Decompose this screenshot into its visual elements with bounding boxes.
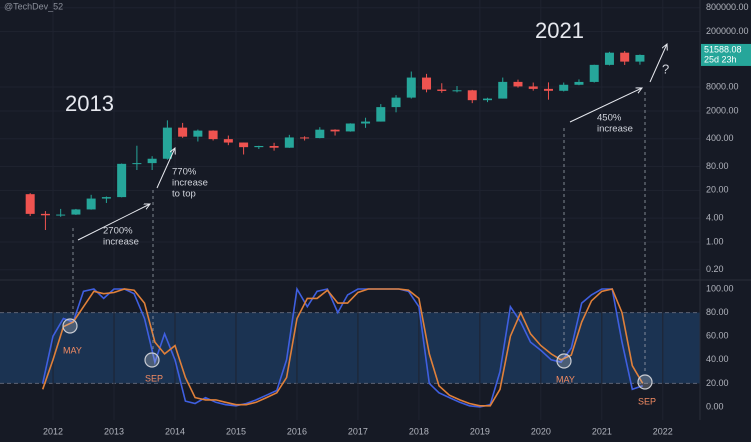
watermark: @TechDev_52 <box>4 1 63 11</box>
y-tick-label: 40.00 <box>706 354 729 364</box>
candle-body <box>56 214 66 216</box>
annotation: 2013 <box>65 91 114 116</box>
candle-body <box>40 213 50 216</box>
annotation: increase <box>172 178 208 189</box>
candle-body <box>604 52 614 65</box>
y-tick-label: 60.00 <box>706 331 729 341</box>
y-tick-label: 8000.00 <box>706 81 739 91</box>
candle-body <box>574 81 584 85</box>
x-tick-label: 2020 <box>531 426 551 436</box>
arrow <box>569 88 642 123</box>
x-tick-label: 2015 <box>226 426 246 436</box>
candle-body <box>300 137 310 139</box>
candle-body <box>101 197 111 199</box>
arrow <box>156 148 175 189</box>
y-tick-label: 80.00 <box>706 307 729 317</box>
candle-body <box>406 77 416 98</box>
candle-body <box>361 121 371 124</box>
candle-body <box>208 130 218 140</box>
candle-body <box>178 127 188 137</box>
candle-body <box>620 52 630 62</box>
marker-label: MAY <box>63 345 82 355</box>
candle-body <box>467 90 477 101</box>
x-tick-label: 2018 <box>409 426 429 436</box>
y-tick-label: 20.00 <box>706 378 729 388</box>
band <box>0 312 700 384</box>
highlight <box>62 318 78 334</box>
highlight <box>144 352 160 368</box>
candle-body <box>315 129 325 139</box>
candle-body <box>86 198 96 210</box>
candle-body <box>543 88 553 91</box>
y-tick-label: 800000.00 <box>706 2 749 12</box>
x-tick-label: 2017 <box>348 426 368 436</box>
candle-body <box>162 127 172 159</box>
series-line <box>41 288 644 407</box>
candle-body <box>284 137 294 148</box>
candle-body <box>269 145 279 148</box>
y-tick-label: 100.00 <box>706 283 734 293</box>
annotation: 450% <box>597 113 622 124</box>
candle-body <box>132 163 142 165</box>
candle-body <box>223 139 233 143</box>
arrow <box>649 44 667 83</box>
y-tick-label: 200000.00 <box>706 26 749 36</box>
countdown: 25d 23h <box>704 54 737 64</box>
candle-body <box>559 84 569 91</box>
highlight <box>637 374 653 390</box>
candle-body <box>25 194 35 214</box>
x-tick-label: 2012 <box>43 426 63 436</box>
x-tick-label: 2013 <box>104 426 124 436</box>
candle-body <box>452 90 462 92</box>
candle-body <box>589 64 599 82</box>
y-tick-label: 20.00 <box>706 185 729 195</box>
annotation: 770% <box>172 167 197 178</box>
annotation: increase <box>103 237 139 248</box>
y-tick-label: 2000.00 <box>706 105 739 115</box>
highlight <box>556 353 572 369</box>
y-tick-label: 4.00 <box>706 212 724 222</box>
y-tick-label: 1.00 <box>706 236 724 246</box>
marker-label: SEP <box>638 396 656 406</box>
candle-body <box>483 98 492 101</box>
annotation: ? <box>662 61 669 76</box>
candle-body <box>513 81 523 87</box>
candle-body <box>422 77 432 90</box>
x-tick-label: 2022 <box>653 426 673 436</box>
x-tick-label: 2016 <box>287 426 307 436</box>
arrow <box>77 204 150 241</box>
last-price-box <box>701 43 751 66</box>
candle-body <box>528 86 538 89</box>
candle-body <box>71 209 81 215</box>
candle-body <box>193 130 203 137</box>
candle-body <box>635 54 645 62</box>
candle-body <box>117 163 127 198</box>
annotation: to top <box>172 189 196 200</box>
candle-body <box>345 123 355 132</box>
annotation: 2021 <box>535 18 584 43</box>
marker-label: SEP <box>145 373 163 383</box>
x-tick-label: 2021 <box>592 426 612 436</box>
candle-body <box>239 142 249 148</box>
annotation: increase <box>597 124 633 135</box>
y-tick-label: 400.00 <box>706 133 734 143</box>
x-tick-label: 2019 <box>470 426 490 436</box>
candle-body <box>391 97 401 108</box>
candle-body <box>254 145 264 148</box>
y-tick-label: 80.00 <box>706 161 729 171</box>
last-price: 51588.08 <box>704 44 742 54</box>
candle-body <box>437 89 447 91</box>
x-tick-label: 2014 <box>165 426 185 436</box>
y-tick-label: 0.00 <box>706 401 724 411</box>
y-tick-label: 0.20 <box>706 264 724 274</box>
candle-body <box>147 158 157 164</box>
marker-label: MAY <box>556 374 575 384</box>
candle-body <box>498 81 508 99</box>
annotation: 2700% <box>103 226 133 237</box>
candle-body <box>376 107 386 122</box>
candle-body <box>330 129 340 132</box>
